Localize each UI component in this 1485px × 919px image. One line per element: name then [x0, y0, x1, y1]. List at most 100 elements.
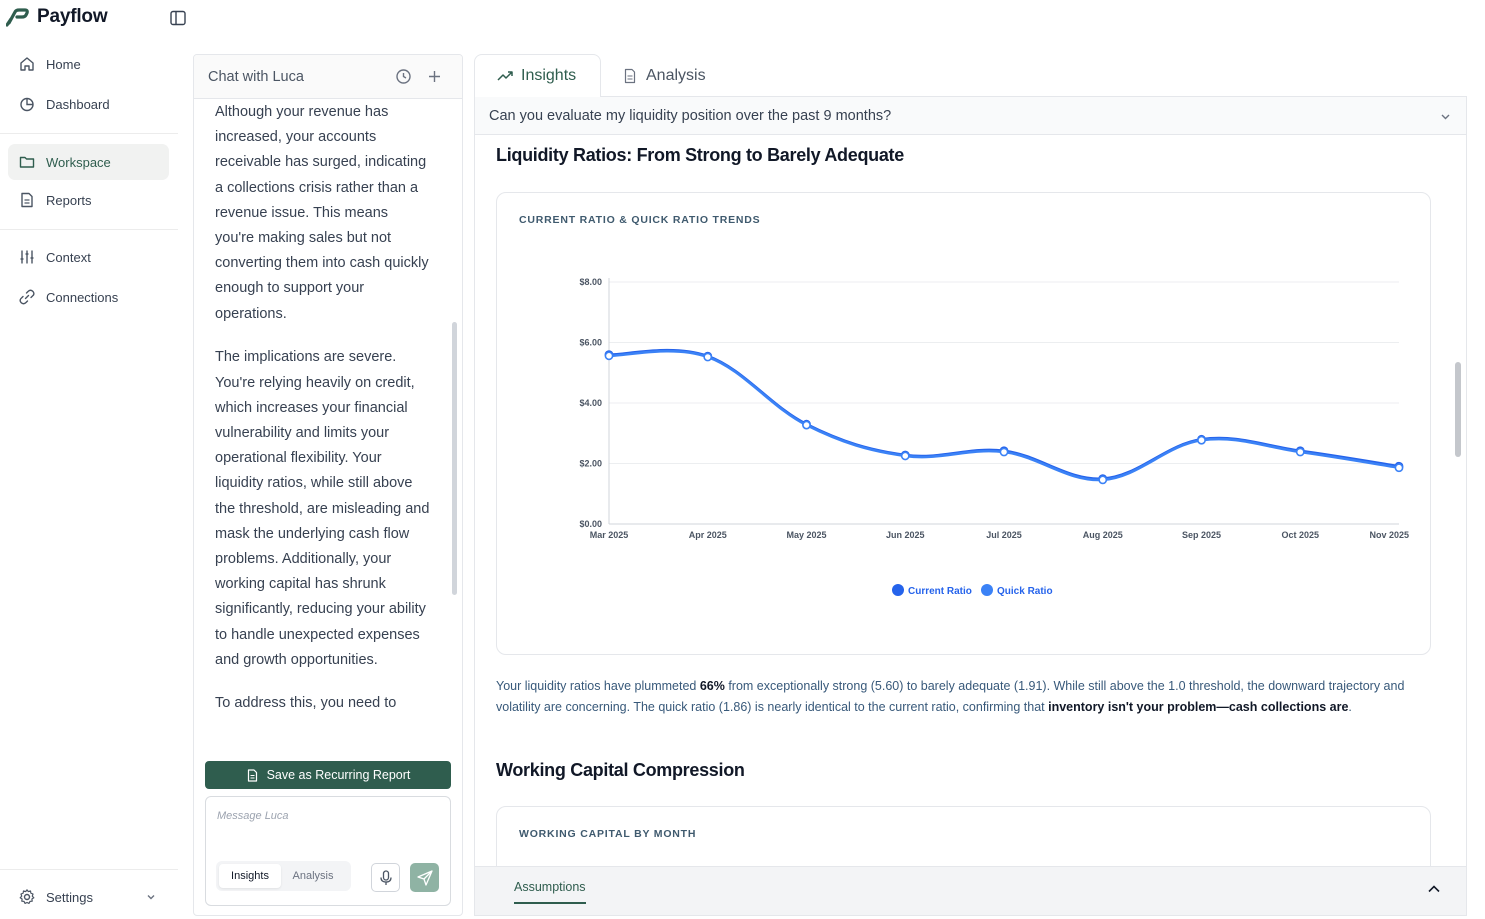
sidebar-item-label: Home: [46, 56, 81, 72]
y-tick-label: $8.00: [579, 277, 602, 287]
sidebar-item-dashboard[interactable]: Dashboard: [8, 86, 169, 122]
data-point: [802, 420, 811, 430]
y-tick-label: $6.00: [579, 338, 602, 348]
chevron-down-icon: [147, 895, 155, 900]
x-tick-label: Sep 2025: [1182, 530, 1221, 540]
sidebar-item-connections[interactable]: Connections: [8, 279, 169, 315]
legend-marker: [981, 584, 993, 596]
payflow-logo-icon: [6, 8, 29, 27]
app-name: Payflow: [37, 6, 108, 27]
sidebar-item-home[interactable]: Home: [8, 46, 169, 82]
microphone-icon: [379, 869, 392, 885]
y-tick-label: $4.00: [579, 398, 602, 408]
send-button[interactable]: [410, 863, 439, 892]
series-line-quick-ratio: [607, 349, 1401, 482]
question-text: Can you evaluate my liquidity position o…: [489, 107, 892, 124]
data-point: [1394, 463, 1404, 473]
insight-text-part: Your liquidity ratios have plummeted: [496, 679, 700, 693]
insights-panel: Can you evaluate my liquidity position o…: [474, 96, 1467, 916]
save-button-label: Save as Recurring Report: [266, 768, 411, 782]
tab-insights[interactable]: Insights: [474, 54, 601, 97]
microphone-button[interactable]: [371, 863, 400, 892]
x-tick-label: May 2025: [786, 530, 826, 540]
insight-highlight: 66%: [699, 679, 725, 693]
tab-analysis[interactable]: Analysis: [622, 54, 706, 97]
x-tick-label: Jun 2025: [886, 530, 925, 540]
data-point: [999, 447, 1009, 457]
chat-header: Chat with Luca: [194, 55, 462, 99]
new-chat-plus-icon[interactable]: [426, 68, 443, 85]
settings-label: Settings: [46, 889, 93, 905]
sliders-icon: [20, 250, 34, 264]
data-point: [1295, 447, 1305, 457]
send-icon: [416, 869, 433, 886]
y-tick-label: $2.00: [579, 459, 602, 469]
chevron-down-icon: [1441, 114, 1450, 120]
sidebar-toggle-icon[interactable]: [169, 9, 187, 27]
data-point: [604, 351, 614, 361]
legend-label: Quick Ratio: [997, 586, 1053, 597]
chevron-up-icon[interactable]: [1426, 881, 1442, 897]
x-tick-label: Mar 2025: [590, 530, 629, 540]
question-selector[interactable]: Can you evaluate my liquidity position o…: [475, 97, 1466, 135]
insight-text-part: from exceptionally strong (5.60) to bare…: [496, 679, 1405, 714]
sidebar-divider: [0, 133, 178, 134]
data-point: [1197, 435, 1206, 445]
settings-menu[interactable]: Settings: [8, 880, 169, 914]
logo[interactable]: Payflow: [6, 6, 108, 28]
mode-option-analysis[interactable]: Analysis: [292, 870, 334, 882]
y-tick-label: $0.00: [579, 519, 602, 529]
sidebar-item-reports[interactable]: Reports: [8, 182, 169, 218]
document-icon: [247, 768, 257, 782]
x-tick-label: Jul 2025: [986, 530, 1022, 540]
sidebar-item-context[interactable]: Context: [8, 239, 169, 275]
data-point: [1098, 475, 1108, 485]
tab-label: Analysis: [646, 66, 706, 84]
chat-scrollbar[interactable]: [452, 322, 457, 595]
pie-chart-icon: [20, 97, 34, 112]
legend-marker: [892, 584, 904, 596]
sidebar-divider: [0, 869, 178, 870]
sidebar-item-label: Connections: [46, 289, 119, 305]
history-clock-icon[interactable]: [395, 68, 412, 85]
chat-title: Chat with Luca: [208, 68, 304, 85]
section-heading: Working Capital Compression: [496, 760, 745, 780]
trend-up-icon: [497, 71, 513, 81]
data-point: [900, 451, 910, 461]
sidebar-item-label: Context: [46, 249, 91, 265]
chat-paragraph: To address this, you need to: [215, 695, 397, 712]
legend-label: Current Ratio: [908, 586, 972, 597]
liquidity-ratio-chart: $0.00 $2.00 $4.00 $6.00 $8.00 Mar 2025 Apr 202…: [579, 277, 1409, 597]
insight-text-part: .: [1348, 699, 1352, 714]
chat-paragraph: Although your revenue has increased, you…: [215, 104, 429, 322]
chart-title: WORKING CAPITAL BY MONTH: [519, 828, 697, 840]
insight-paragraph: Your liquidity ratios have plummeted 66%…: [496, 676, 1426, 717]
chart-title: CURRENT RATIO & QUICK RATIO TRENDS: [519, 214, 761, 226]
x-tick-label: Aug 2025: [1083, 530, 1123, 540]
sidebar-item-workspace[interactable]: Workspace: [8, 144, 169, 180]
series-line-current-ratio: [607, 348, 1401, 480]
sidebar-item-label: Workspace: [46, 154, 111, 170]
save-recurring-report-button[interactable]: Save as Recurring Report: [205, 761, 451, 789]
data-point: [703, 352, 713, 362]
document-icon: [624, 68, 636, 83]
section-heading: Liquidity Ratios: From Strong to Barely …: [496, 145, 904, 165]
home-icon: [20, 57, 34, 71]
link-icon: [19, 289, 35, 305]
x-tick-label: Nov 2025: [1369, 530, 1409, 540]
sidebar: Payflow Home Dashboard Workspace Reports…: [0, 0, 186, 919]
mode-option-insights[interactable]: Insights: [219, 864, 281, 888]
chat-panel: Chat with Luca Although your revenue has…: [193, 54, 463, 916]
chat-messages: Although your revenue has increased, you…: [215, 100, 430, 735]
sidebar-item-label: Dashboard: [46, 96, 110, 112]
x-tick-label: Apr 2025: [689, 530, 727, 540]
insight-highlight: inventory isn't your problem—cash collec…: [1048, 699, 1349, 714]
main-scrollbar[interactable]: [1455, 362, 1461, 457]
tab-assumptions[interactable]: Assumptions: [514, 880, 586, 904]
mode-toggle[interactable]: Insights Analysis: [216, 861, 351, 891]
sidebar-divider: [0, 229, 178, 230]
document-icon: [21, 192, 33, 208]
gear-icon: [19, 889, 35, 904]
chart-card: CURRENT RATIO & QUICK RATIO TRENDS $0.00…: [496, 192, 1431, 655]
message-input[interactable]: Message Luca Insights Analysis: [205, 796, 451, 906]
